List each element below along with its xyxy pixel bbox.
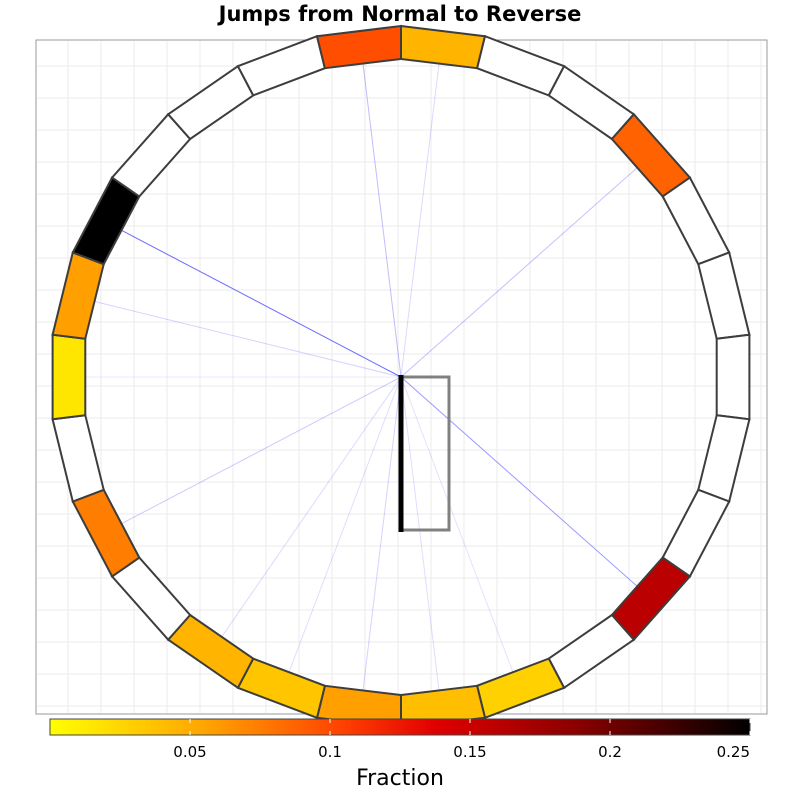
ring-segment xyxy=(715,333,751,421)
colorbar-title: Fraction xyxy=(356,766,444,791)
jump-lines xyxy=(83,61,640,693)
position-ring xyxy=(51,24,751,730)
jump-line xyxy=(119,228,402,378)
colorbar-tick-label: 0.2 xyxy=(598,743,622,761)
jump-line xyxy=(287,376,402,675)
colorbar-tick-label: 0.05 xyxy=(173,743,206,761)
colorbar-tick-label: 0.25 xyxy=(717,743,750,761)
colorbar: 0.05 0.1 0.15 0.2 0.25 Fraction xyxy=(49,718,751,791)
jump-line xyxy=(400,165,640,378)
jump-line xyxy=(219,376,402,639)
jump-line xyxy=(92,300,402,378)
colorbar-gradient xyxy=(49,718,751,736)
jump-line xyxy=(362,376,402,693)
ring-segment xyxy=(51,333,87,421)
jump-line xyxy=(362,61,402,378)
jump-line xyxy=(400,376,640,589)
jump-line xyxy=(400,61,440,378)
ring-segment xyxy=(315,24,402,70)
colorbar-tick-label: 0.15 xyxy=(453,743,486,761)
colorbar-tick-label: 0.1 xyxy=(318,743,342,761)
chart-title: Jumps from Normal to Reverse xyxy=(217,2,582,26)
jump-line xyxy=(400,376,515,675)
jump-line xyxy=(119,376,402,526)
jump-line xyxy=(400,376,440,693)
colorbar-ticks: 0.05 0.1 0.15 0.2 0.25 xyxy=(173,719,751,761)
